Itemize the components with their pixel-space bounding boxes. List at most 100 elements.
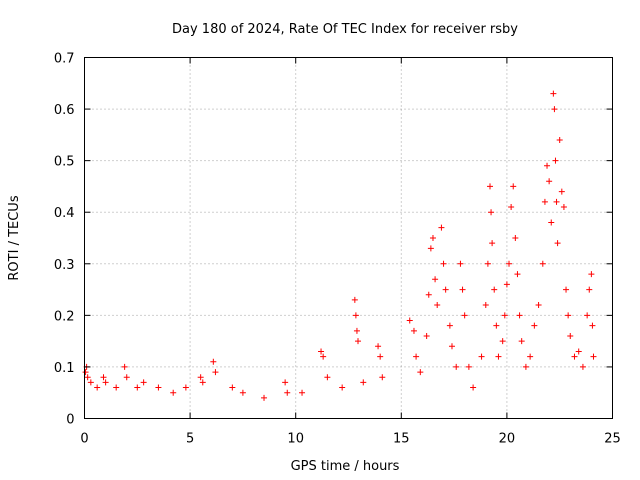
x-tick-label: 20 <box>499 432 516 447</box>
data-point <box>512 235 519 241</box>
data-point <box>425 291 432 298</box>
data-point <box>229 384 236 391</box>
data-point <box>563 286 570 293</box>
data-point <box>432 276 439 283</box>
data-point <box>510 183 517 190</box>
x-tick-label: 0 <box>80 432 88 447</box>
data-point <box>410 327 417 334</box>
data-point <box>553 198 560 205</box>
data-point <box>155 384 162 391</box>
y-tick-label: 0 <box>66 413 74 428</box>
data-point <box>355 338 362 345</box>
data-point <box>589 322 596 329</box>
data-point <box>575 348 582 355</box>
y-tick-label: 0.1 <box>54 361 75 376</box>
data-point <box>488 209 495 216</box>
data-points <box>82 90 597 401</box>
data-point <box>261 394 268 401</box>
data-point <box>508 204 515 211</box>
data-point <box>84 374 91 381</box>
data-point <box>461 312 468 319</box>
data-point <box>377 353 384 360</box>
y-tick-label: 0.7 <box>54 52 75 67</box>
data-point <box>551 106 558 113</box>
data-point <box>579 363 586 370</box>
chart-title: Day 180 of 2024, Rate Of TEC Index for r… <box>172 22 518 37</box>
data-point <box>406 317 413 324</box>
data-point <box>87 379 94 386</box>
data-point <box>438 224 445 231</box>
x-axis-label: GPS time / hours <box>291 459 400 474</box>
data-point <box>299 389 306 396</box>
data-point <box>282 379 289 386</box>
data-point <box>567 332 574 339</box>
data-point <box>239 389 246 396</box>
plot-frame <box>84 57 613 419</box>
data-point <box>440 260 447 267</box>
data-point <box>565 312 572 319</box>
data-point <box>324 374 331 381</box>
x-tick-label: 25 <box>604 432 621 447</box>
data-point <box>457 260 464 267</box>
data-point <box>539 260 546 267</box>
data-point <box>588 271 595 278</box>
y-tick-label: 0.4 <box>54 206 75 221</box>
x-tick-label: 15 <box>393 432 410 447</box>
data-point <box>531 322 538 329</box>
data-point <box>170 389 177 396</box>
x-tick-label: 5 <box>186 432 194 447</box>
data-point <box>465 363 472 370</box>
data-point <box>352 312 359 319</box>
data-point <box>489 240 496 247</box>
data-point <box>554 240 561 247</box>
data-point <box>427 245 434 252</box>
data-point <box>482 302 489 309</box>
data-point <box>556 137 563 144</box>
data-point <box>487 183 494 190</box>
data-point <box>121 363 128 370</box>
data-point <box>499 338 506 345</box>
data-point <box>506 260 513 267</box>
data-point <box>197 374 204 381</box>
data-point <box>413 353 420 360</box>
data-point <box>522 363 529 370</box>
data-point <box>375 343 382 350</box>
data-point <box>318 348 325 355</box>
data-point <box>199 379 206 386</box>
data-point <box>113 384 120 391</box>
data-point <box>417 369 424 376</box>
grid-lines <box>84 57 613 419</box>
data-point <box>448 343 455 350</box>
data-point <box>571 353 578 360</box>
data-point <box>501 312 508 319</box>
y-tick-label: 0.2 <box>54 309 75 324</box>
data-point <box>182 384 189 391</box>
data-point <box>423 332 430 339</box>
data-point <box>429 235 436 241</box>
axis-ticks: 0 5 10 15 20 25 0 0.1 0.2 0.3 0.4 0.5 0.6 0.7 <box>54 52 621 447</box>
data-point <box>546 178 553 185</box>
data-point <box>586 286 593 293</box>
data-point <box>82 369 89 376</box>
data-point <box>123 374 130 381</box>
data-point <box>100 374 107 381</box>
data-point <box>560 204 567 211</box>
data-point <box>453 363 460 370</box>
data-point <box>544 162 551 169</box>
data-point <box>134 384 141 391</box>
data-point <box>102 379 109 386</box>
data-point <box>516 312 523 319</box>
y-axis-label: ROTI / TECUs <box>7 195 22 280</box>
data-point <box>503 281 510 288</box>
data-point <box>552 157 559 164</box>
data-point <box>535 302 542 309</box>
data-point <box>446 322 453 329</box>
data-point <box>434 302 441 309</box>
data-point <box>491 286 498 293</box>
data-point <box>541 198 548 205</box>
data-point <box>550 90 557 97</box>
data-point <box>360 379 367 386</box>
y-tick-label: 0.6 <box>54 103 75 118</box>
data-point <box>514 271 521 278</box>
data-point <box>210 358 217 365</box>
